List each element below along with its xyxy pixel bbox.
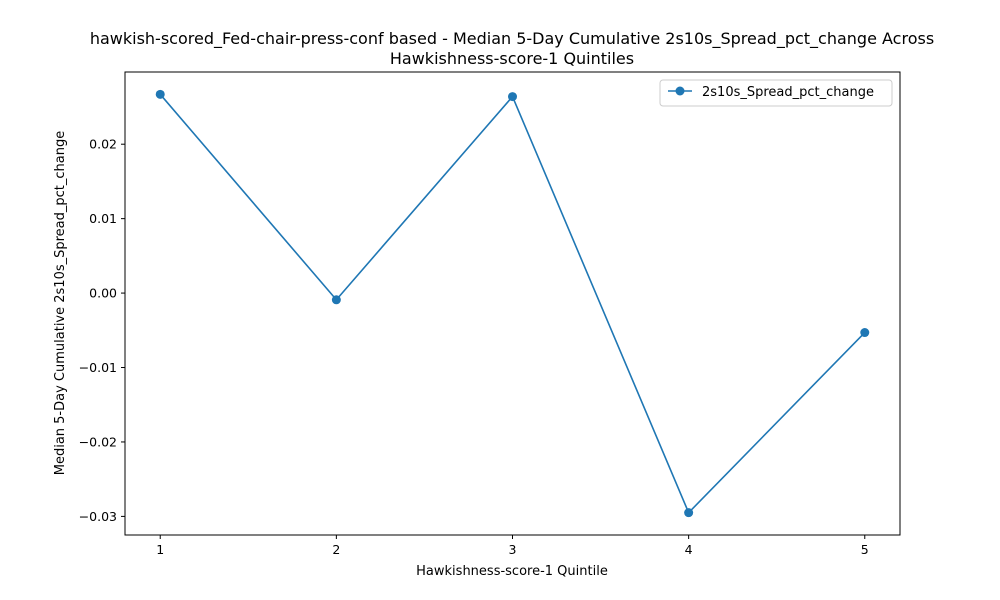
series-layer [155,89,870,518]
y-tick-label: −0.03 [79,509,117,524]
data-point [331,295,341,305]
y-axis-ticks: 0.02 0.01 0.00 −0.01 −0.02 −0.03 [79,137,125,524]
x-tick-label: 1 [156,542,164,557]
x-tick-label: 4 [685,542,693,557]
series-line [159,93,866,514]
y-tick-label: −0.01 [79,360,117,375]
legend-label: 2s10s_Spread_pct_change [702,85,874,100]
plot-area: 1 2 3 4 5 0.02 0.01 0.00 −0.01 −0.02 −0.03 [79,71,901,557]
y-tick-label: 0.02 [89,137,117,152]
legend-frame [659,79,893,107]
data-point [684,508,694,518]
x-axis-ticks: 1 2 3 4 5 [156,535,869,557]
x-tick-label: 2 [332,542,340,557]
y-tick-label: 0.00 [89,286,117,301]
axes-frame [124,71,901,536]
y-axis-label: Median 5-Day Cumulative 2s10s_Spread_pct… [53,131,68,476]
x-axis-label: Hawkishness-score-1 Quintile [416,564,608,579]
chart-title-line-1: hawkish-scored_Fed-chair-press-conf base… [90,29,934,49]
legend-marker-swatch [675,86,685,96]
data-point [508,92,517,102]
chart-title-line-2: Hawkishness-score-1 Quintiles [390,49,634,68]
y-tick-label: 0.01 [89,211,117,226]
y-tick-label: −0.02 [79,434,117,449]
data-point [155,89,165,99]
x-tick-label: 5 [861,542,869,557]
x-tick-label: 3 [509,542,517,557]
legend: 2s10s_Spread_pct_change [659,79,893,107]
data-point [860,328,870,338]
